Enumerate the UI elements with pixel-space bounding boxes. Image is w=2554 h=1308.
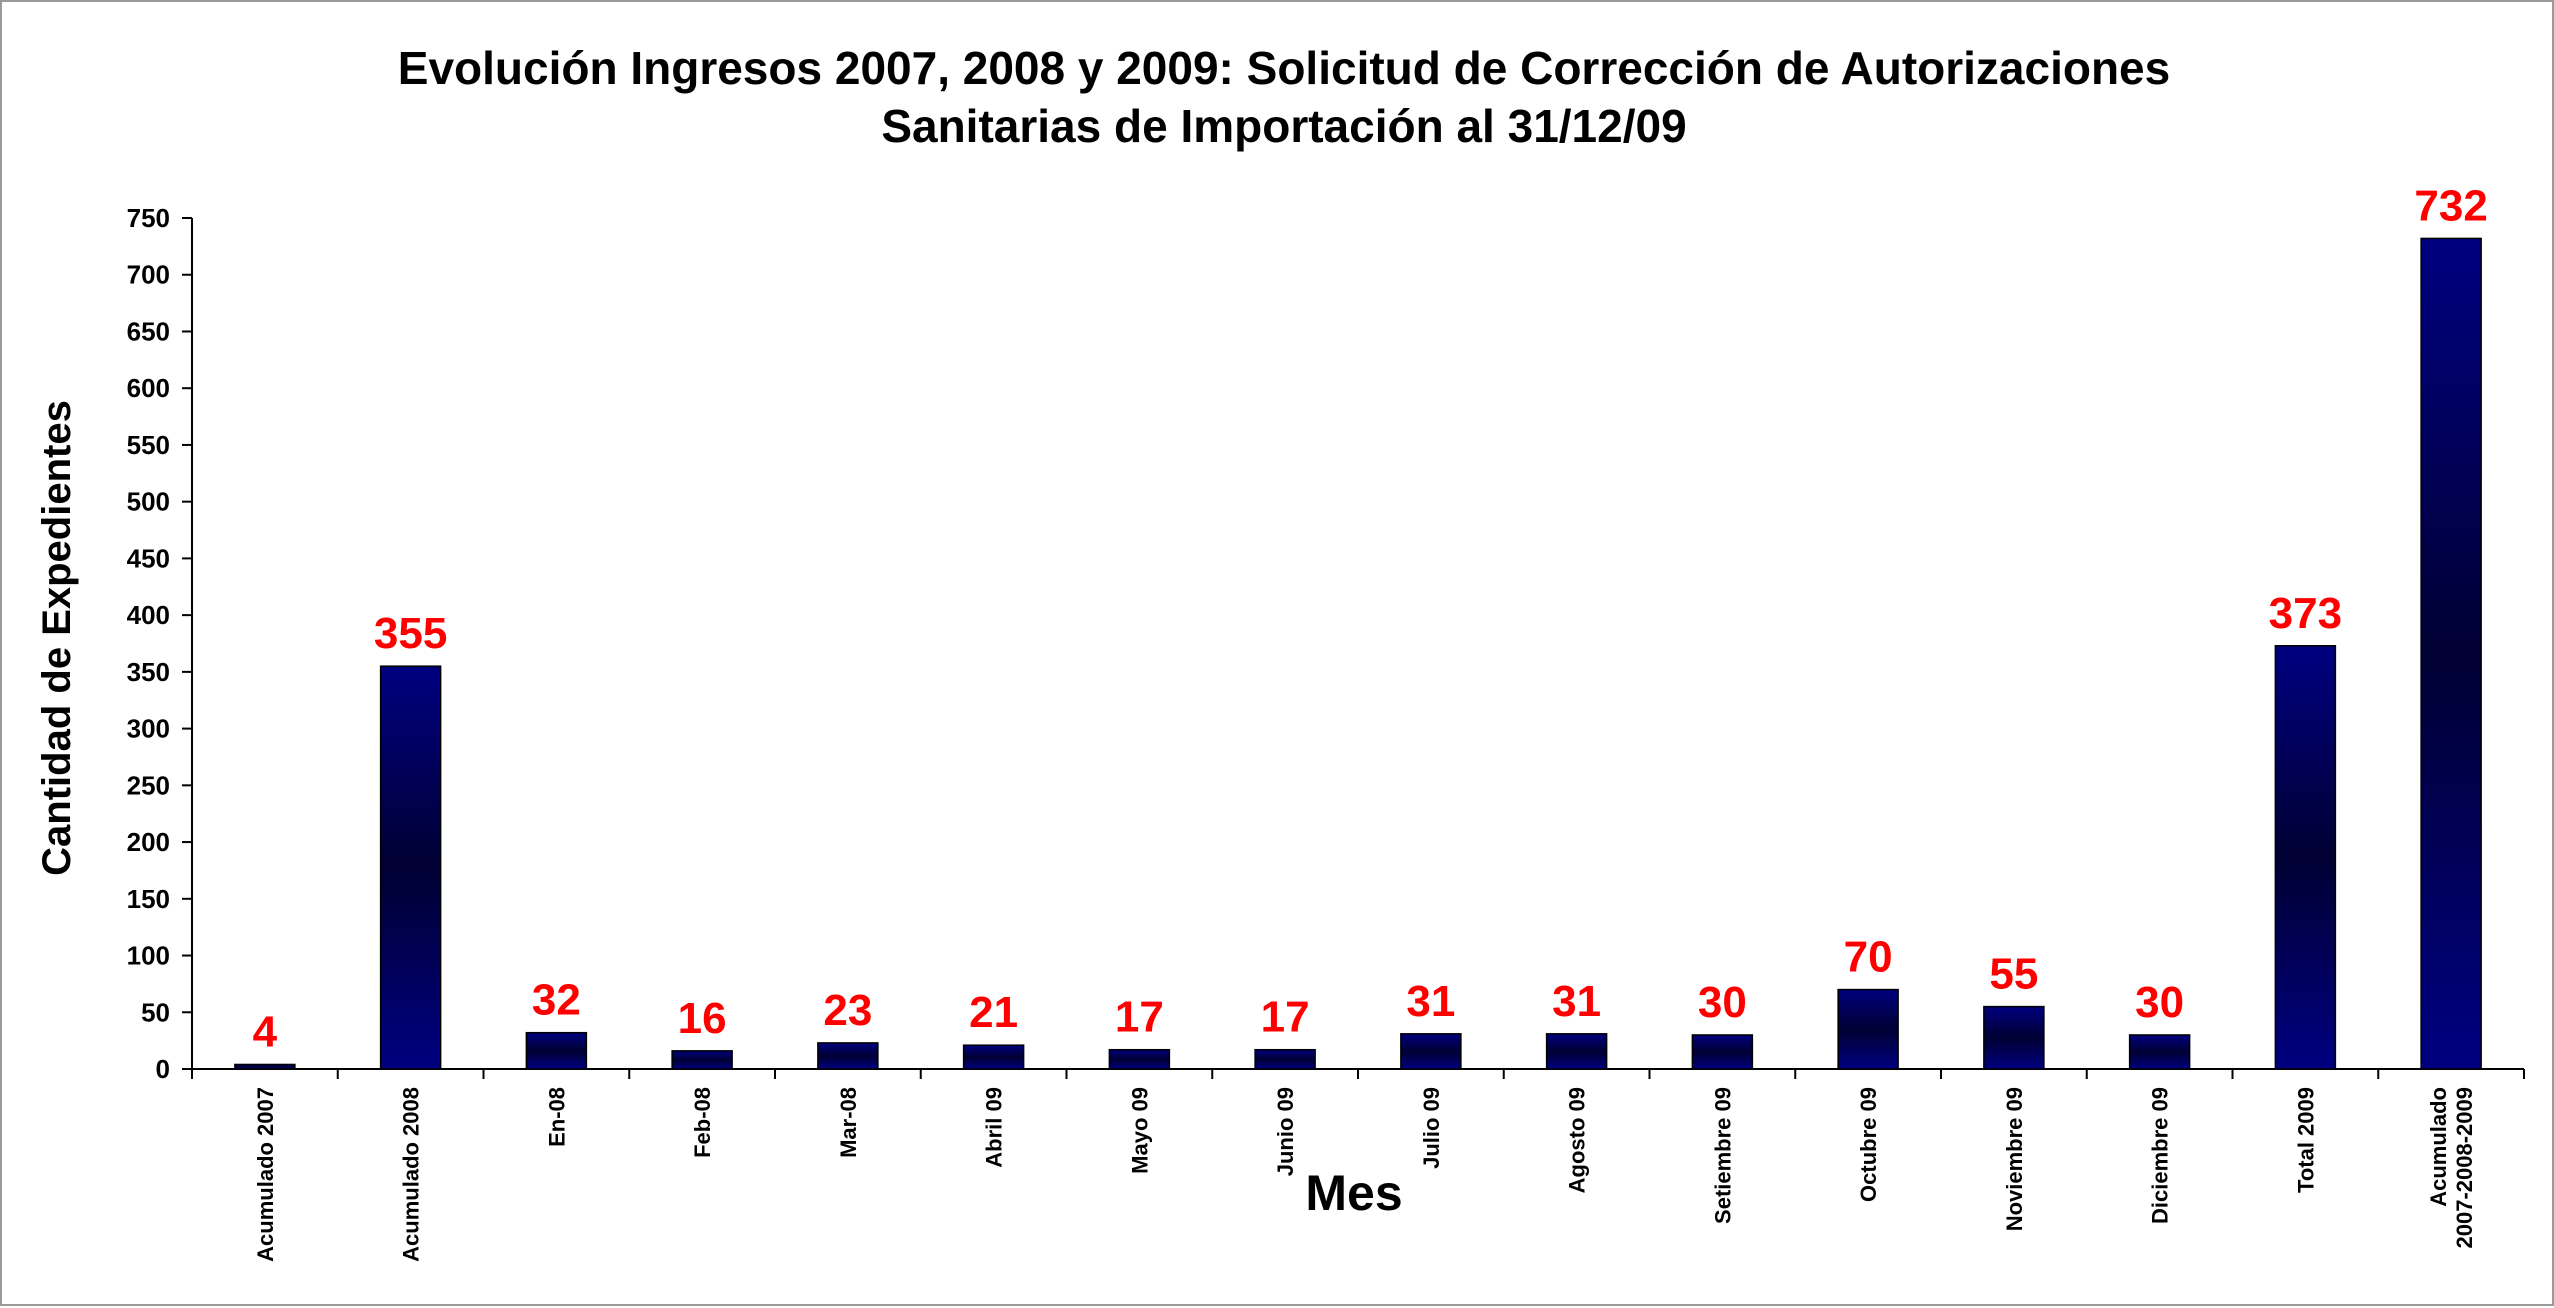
chart-title-line-1: Evolución Ingresos 2007, 2008 y 2009: So… <box>398 42 2170 94</box>
y-tick-label: 650 <box>127 316 170 346</box>
x-tick-label-line: Noviembre 09 <box>2002 1087 2027 1231</box>
bar <box>234 1063 296 1070</box>
y-tick-label: 450 <box>127 543 170 573</box>
x-tick-label-line: Abril 09 <box>982 1087 1007 1168</box>
data-label: 55 <box>1989 950 2038 999</box>
bar <box>1254 1048 1316 1070</box>
x-tick-label-line: Octubre 09 <box>1856 1087 1881 1202</box>
bar <box>525 1031 588 1070</box>
x-tick-label-line: En-08 <box>544 1087 569 1147</box>
x-tick-label-line: Agosto 09 <box>1565 1087 1590 1193</box>
x-tick-label-line: Acumulado 2008 <box>399 1087 424 1262</box>
x-tick-label-line: Acumulado <box>2426 1087 2451 1207</box>
x-tick-label: Abril 09 <box>982 1087 1007 1168</box>
data-label: 31 <box>1552 977 1601 1026</box>
data-label: 355 <box>374 609 447 658</box>
x-tick-label: Julio 09 <box>1419 1087 1444 1169</box>
x-tick-label: Feb-08 <box>690 1087 715 1158</box>
x-tick-label-line: Junio 09 <box>1273 1087 1298 1176</box>
y-tick-label: 200 <box>127 827 170 857</box>
x-tick-label: Acumulado 2008 <box>399 1087 424 1262</box>
y-tick-label: 750 <box>127 203 170 233</box>
y-tick-label: 250 <box>127 770 170 800</box>
data-label: 17 <box>1261 993 1310 1042</box>
bar <box>2128 1034 2191 1070</box>
x-tick-label-line: Diciembre 09 <box>2148 1087 2173 1224</box>
x-tick-label: Mayo 09 <box>1127 1087 1152 1174</box>
bar <box>962 1044 1025 1070</box>
x-tick-label: Octubre 09 <box>1856 1087 1881 1202</box>
y-axis-title: Cantidad de Expedientes <box>35 400 79 876</box>
chart-title-line-2: Sanitarias de Importación al 31/12/09 <box>881 100 1686 152</box>
y-tick-label: 700 <box>127 260 170 290</box>
y-tick-label: 550 <box>127 430 170 460</box>
bar <box>2420 237 2482 1070</box>
bar <box>1691 1034 1754 1070</box>
y-tick-label: 50 <box>141 997 170 1027</box>
x-tick-label: Acumulado 2007 <box>253 1087 278 1262</box>
x-tick-label-line: 2007-2008-2009 <box>2452 1087 2477 1248</box>
data-label: 732 <box>2414 181 2487 230</box>
bar <box>1545 1033 1608 1070</box>
x-tick-label: Acumulado2007-2008-2009 <box>2426 1087 2477 1248</box>
data-label: 30 <box>2135 978 2184 1027</box>
bar <box>1108 1048 1171 1070</box>
x-tick-label-line: Mayo 09 <box>1127 1087 1152 1174</box>
x-tick-label: Diciembre 09 <box>2148 1087 2173 1224</box>
bar <box>2274 645 2337 1070</box>
bar <box>671 1050 733 1070</box>
bar <box>1837 988 1899 1070</box>
y-tick-label: 350 <box>127 657 170 687</box>
y-tick-label: 0 <box>156 1054 170 1084</box>
data-label: 70 <box>1844 933 1893 982</box>
y-tick-label: 600 <box>127 373 170 403</box>
x-tick-label: Noviembre 09 <box>2002 1087 2027 1231</box>
y-tick-label: 300 <box>127 714 170 744</box>
data-label: 16 <box>678 994 727 1043</box>
y-tick-label: 100 <box>127 941 170 971</box>
x-axis-title: Mes <box>1305 1165 1402 1221</box>
data-label: 23 <box>823 986 872 1035</box>
y-tick-label: 150 <box>127 884 170 914</box>
data-label: 17 <box>1115 993 1164 1042</box>
data-label: 373 <box>2269 589 2342 638</box>
bar <box>817 1042 879 1070</box>
x-tick-label-line: Acumulado 2007 <box>253 1087 278 1262</box>
x-tick-label: Total 2009 <box>2293 1087 2318 1193</box>
x-tick-label: Agosto 09 <box>1565 1087 1590 1193</box>
x-tick-label-line: Mar-08 <box>836 1087 861 1158</box>
x-tick-label: Setiembre 09 <box>1710 1087 1735 1224</box>
x-tick-label-line: Setiembre 09 <box>1710 1087 1735 1224</box>
bar <box>1400 1033 1462 1070</box>
x-tick-label-line: Feb-08 <box>690 1087 715 1158</box>
x-tick-label: Junio 09 <box>1273 1087 1298 1176</box>
bar <box>379 665 442 1070</box>
x-tick-label-line: Julio 09 <box>1419 1087 1444 1169</box>
x-tick-label-line: Total 2009 <box>2293 1087 2318 1193</box>
data-label: 30 <box>1698 978 1747 1027</box>
data-label: 21 <box>969 988 1018 1037</box>
y-tick-label: 500 <box>127 487 170 517</box>
data-label: 31 <box>1406 977 1455 1026</box>
bar <box>1983 1005 2045 1070</box>
data-label: 4 <box>253 1007 278 1056</box>
data-label: 32 <box>532 976 581 1025</box>
y-tick-label: 400 <box>127 600 170 630</box>
x-tick-label: En-08 <box>544 1087 569 1147</box>
x-tick-label: Mar-08 <box>836 1087 861 1158</box>
